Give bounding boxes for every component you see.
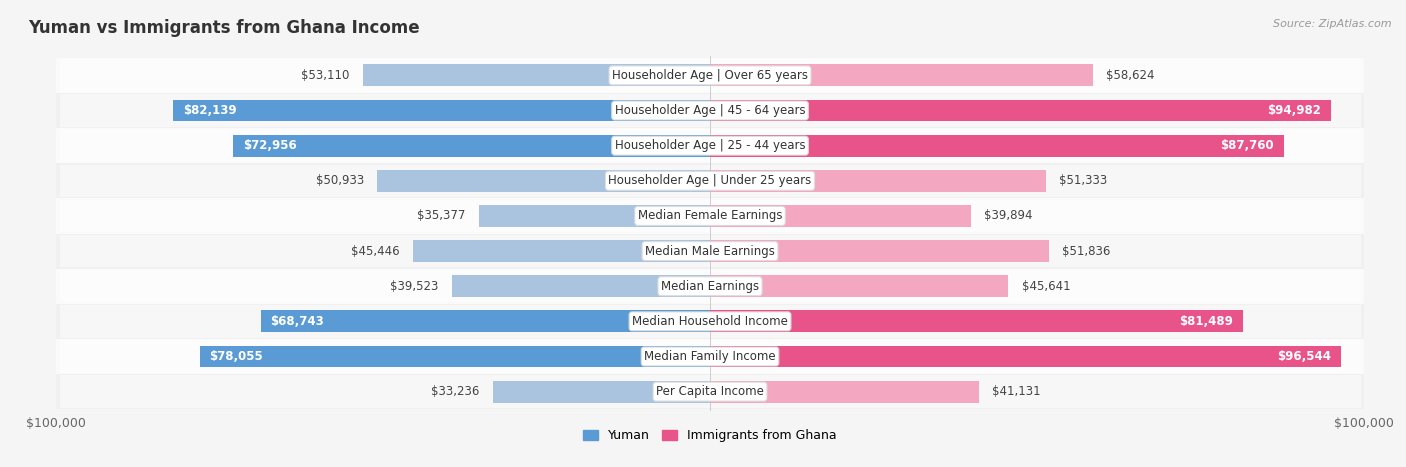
Bar: [59, 129, 1361, 162]
Bar: [492, 381, 710, 403]
Bar: [363, 64, 710, 86]
Bar: [233, 135, 710, 156]
Bar: [44, 163, 1376, 198]
Bar: [710, 170, 1046, 191]
Text: Per Capita Income: Per Capita Income: [657, 385, 763, 398]
Text: Median Earnings: Median Earnings: [661, 280, 759, 293]
Text: Median Male Earnings: Median Male Earnings: [645, 245, 775, 258]
Bar: [59, 200, 1361, 232]
Bar: [44, 374, 1376, 409]
Text: Median Household Income: Median Household Income: [633, 315, 787, 328]
Text: $94,982: $94,982: [1267, 104, 1322, 117]
Text: $41,131: $41,131: [993, 385, 1040, 398]
Bar: [710, 135, 1284, 156]
Text: $96,544: $96,544: [1278, 350, 1331, 363]
Bar: [59, 235, 1361, 267]
Bar: [59, 59, 1361, 92]
Bar: [44, 128, 1376, 163]
Text: Householder Age | Under 25 years: Householder Age | Under 25 years: [609, 174, 811, 187]
Bar: [710, 311, 1243, 332]
Text: $45,446: $45,446: [352, 245, 399, 258]
Bar: [44, 304, 1376, 339]
Text: $82,139: $82,139: [183, 104, 236, 117]
Text: $53,110: $53,110: [301, 69, 350, 82]
Legend: Yuman, Immigrants from Ghana: Yuman, Immigrants from Ghana: [578, 425, 842, 447]
Bar: [44, 269, 1376, 304]
Text: Median Family Income: Median Family Income: [644, 350, 776, 363]
Bar: [478, 205, 710, 227]
Bar: [451, 276, 710, 297]
Text: $78,055: $78,055: [209, 350, 263, 363]
Text: $33,236: $33,236: [432, 385, 479, 398]
Bar: [44, 198, 1376, 234]
Text: $50,933: $50,933: [316, 174, 364, 187]
Bar: [59, 270, 1361, 302]
Bar: [173, 99, 710, 121]
Bar: [710, 240, 1049, 262]
Bar: [59, 375, 1361, 408]
Text: $58,624: $58,624: [1107, 69, 1154, 82]
Bar: [59, 305, 1361, 338]
Text: $72,956: $72,956: [243, 139, 297, 152]
Bar: [59, 165, 1361, 197]
Text: $87,760: $87,760: [1220, 139, 1274, 152]
Bar: [59, 340, 1361, 373]
Text: Householder Age | 45 - 64 years: Householder Age | 45 - 64 years: [614, 104, 806, 117]
Bar: [710, 276, 1008, 297]
Text: $35,377: $35,377: [418, 209, 465, 222]
Text: Householder Age | 25 - 44 years: Householder Age | 25 - 44 years: [614, 139, 806, 152]
Bar: [710, 381, 979, 403]
Bar: [710, 205, 972, 227]
Text: Source: ZipAtlas.com: Source: ZipAtlas.com: [1274, 19, 1392, 28]
Bar: [710, 346, 1341, 368]
Bar: [44, 339, 1376, 374]
Bar: [413, 240, 710, 262]
Text: Yuman vs Immigrants from Ghana Income: Yuman vs Immigrants from Ghana Income: [28, 19, 420, 37]
Bar: [44, 93, 1376, 128]
Text: $51,333: $51,333: [1059, 174, 1107, 187]
Text: $68,743: $68,743: [270, 315, 325, 328]
Text: $51,836: $51,836: [1062, 245, 1111, 258]
Text: $81,489: $81,489: [1180, 315, 1233, 328]
Text: $45,641: $45,641: [1022, 280, 1070, 293]
Text: Median Female Earnings: Median Female Earnings: [638, 209, 782, 222]
Bar: [200, 346, 710, 368]
Bar: [710, 99, 1331, 121]
Text: $39,894: $39,894: [984, 209, 1032, 222]
Bar: [44, 58, 1376, 93]
Bar: [260, 311, 710, 332]
Bar: [710, 64, 1094, 86]
Bar: [59, 94, 1361, 127]
Bar: [44, 234, 1376, 269]
Bar: [377, 170, 710, 191]
Text: $39,523: $39,523: [391, 280, 439, 293]
Text: Householder Age | Over 65 years: Householder Age | Over 65 years: [612, 69, 808, 82]
